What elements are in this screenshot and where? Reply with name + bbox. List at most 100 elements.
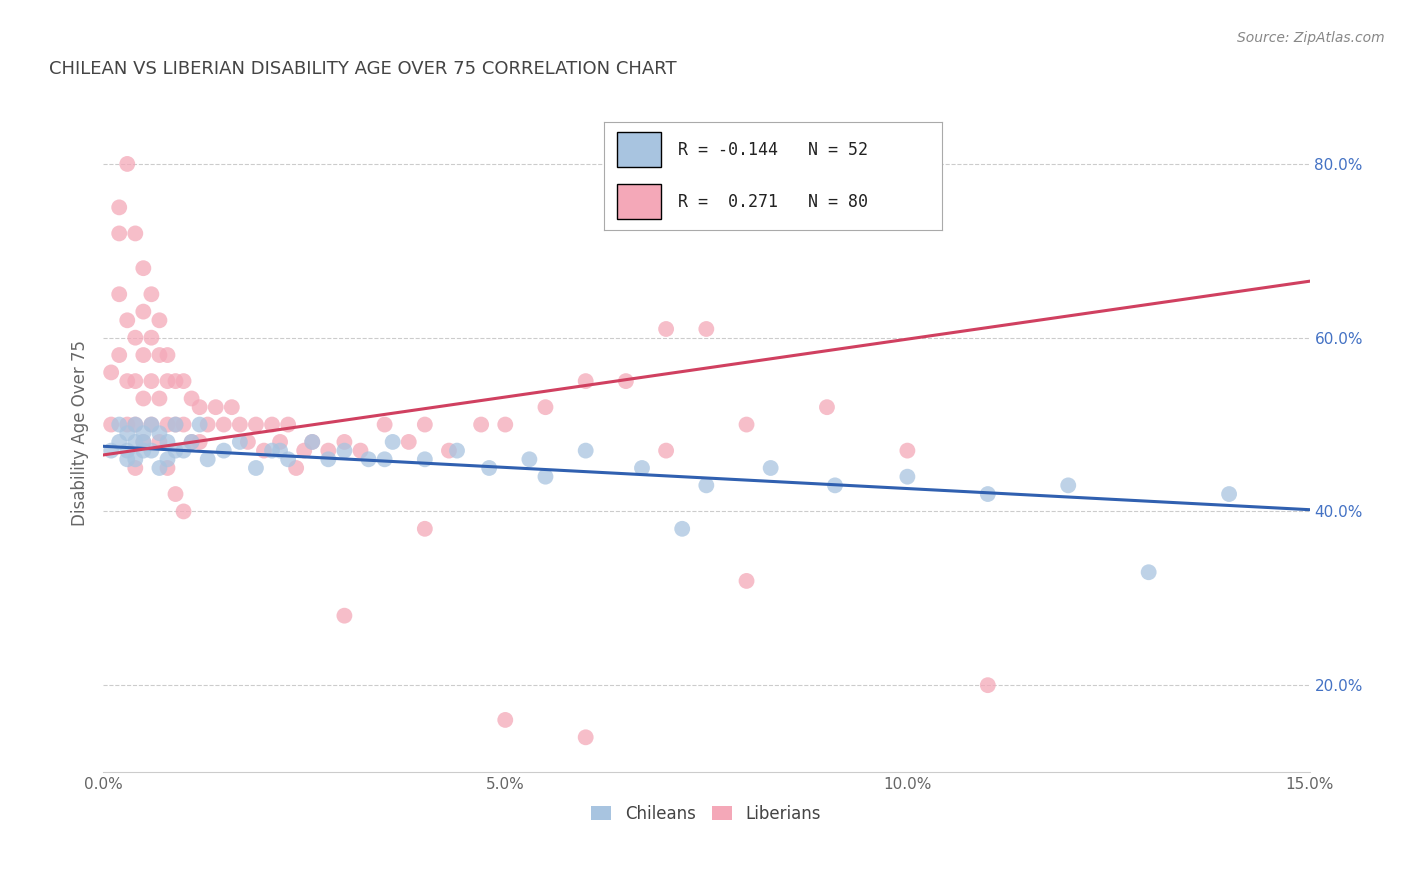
Point [124, 434, 146, 449]
Point [173, 374, 195, 388]
Point [148, 313, 170, 327]
Point [318, 443, 340, 458]
Point [132, 392, 155, 406]
Point [132, 304, 155, 318]
Point [124, 452, 146, 467]
Point [671, 522, 693, 536]
Point [156, 434, 179, 449]
Point [575, 374, 598, 388]
Point [156, 348, 179, 362]
Point [229, 417, 252, 432]
Point [333, 434, 356, 449]
Point [141, 443, 163, 458]
Point [117, 374, 139, 388]
Point [977, 487, 1000, 501]
Point [148, 348, 170, 362]
Point [100, 417, 122, 432]
Point [333, 608, 356, 623]
Point [292, 443, 315, 458]
Point [301, 434, 323, 449]
Text: CHILEAN VS LIBERIAN DISABILITY AGE OVER 75 CORRELATION CHART: CHILEAN VS LIBERIAN DISABILITY AGE OVER … [49, 60, 676, 78]
Point [165, 443, 187, 458]
Point [229, 434, 252, 449]
Point [141, 331, 163, 345]
Point [494, 417, 516, 432]
Point [381, 434, 404, 449]
Point [124, 461, 146, 475]
Point [108, 434, 131, 449]
Point [212, 443, 235, 458]
Point [141, 287, 163, 301]
Point [132, 348, 155, 362]
Point [124, 331, 146, 345]
Point [156, 374, 179, 388]
Point [1137, 566, 1160, 580]
Point [180, 392, 202, 406]
Point [108, 287, 131, 301]
Point [695, 478, 717, 492]
Point [108, 348, 131, 362]
Point [478, 461, 501, 475]
Point [132, 261, 155, 276]
Point [446, 443, 468, 458]
Point [141, 374, 163, 388]
Point [318, 452, 340, 467]
Point [896, 469, 918, 483]
Point [117, 313, 139, 327]
Legend: Chileans, Liberians: Chileans, Liberians [583, 797, 830, 831]
Point [124, 374, 146, 388]
Point [173, 417, 195, 432]
Point [132, 434, 155, 449]
Point [1057, 478, 1080, 492]
Point [117, 417, 139, 432]
Point [124, 417, 146, 432]
Point [117, 443, 139, 458]
Point [534, 469, 557, 483]
Point [349, 443, 371, 458]
Point [148, 426, 170, 441]
Point [269, 443, 291, 458]
Point [285, 461, 308, 475]
Point [655, 443, 678, 458]
Point [896, 443, 918, 458]
Point [374, 417, 396, 432]
Point [413, 522, 436, 536]
Point [165, 417, 187, 432]
Point [108, 200, 131, 214]
Point [575, 443, 598, 458]
Point [253, 443, 276, 458]
Point [236, 434, 259, 449]
Point [695, 322, 717, 336]
Point [132, 426, 155, 441]
Point [413, 417, 436, 432]
Point [148, 434, 170, 449]
Point [735, 417, 758, 432]
Point [100, 443, 122, 458]
Point [398, 434, 420, 449]
Point [824, 478, 846, 492]
Point [100, 366, 122, 380]
Text: Source: ZipAtlas.com: Source: ZipAtlas.com [1237, 31, 1385, 45]
Point [165, 374, 187, 388]
Point [735, 574, 758, 588]
Point [188, 400, 211, 414]
Point [759, 461, 782, 475]
Y-axis label: Disability Age Over 75: Disability Age Over 75 [72, 340, 89, 526]
Point [212, 417, 235, 432]
Point [132, 434, 155, 449]
Point [245, 461, 267, 475]
Point [815, 400, 838, 414]
Point [245, 417, 267, 432]
Point [333, 443, 356, 458]
Point [117, 157, 139, 171]
Point [197, 417, 219, 432]
Point [180, 434, 202, 449]
Point [132, 443, 155, 458]
Point [575, 731, 598, 745]
Point [156, 461, 179, 475]
Point [173, 504, 195, 518]
Point [173, 443, 195, 458]
Point [141, 417, 163, 432]
Point [470, 417, 492, 432]
Point [108, 417, 131, 432]
